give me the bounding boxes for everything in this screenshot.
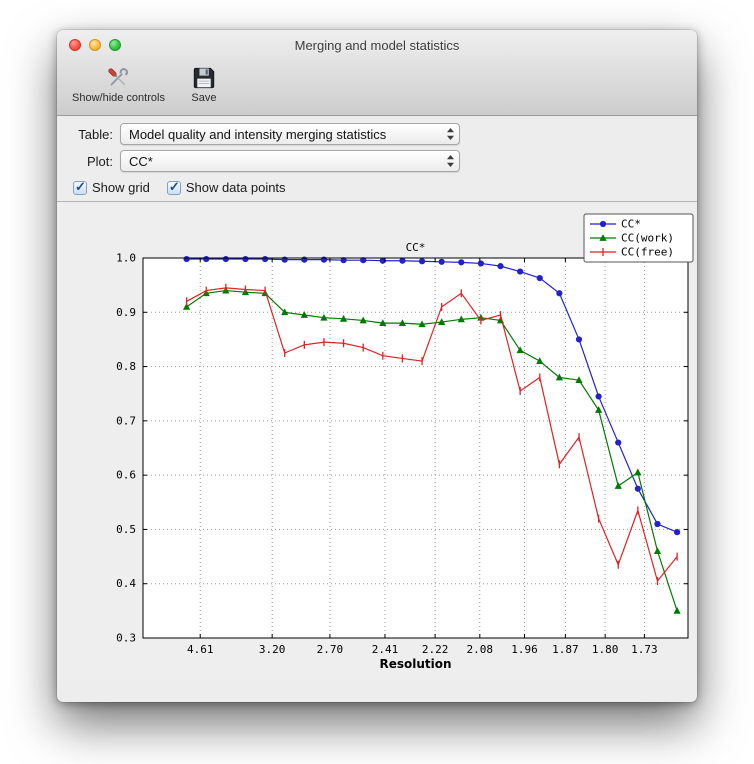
toolbar: Show/hide controls Save xyxy=(57,60,697,115)
chart-legend xyxy=(583,213,694,263)
plot-row: Plot: CC* xyxy=(65,150,697,172)
chart: 4.61 3.20 2.70 2.41 2.22 2.08 1.96 1.87 1.80 1.73… xyxy=(116,213,694,671)
titlebar: Merging and model statistics xyxy=(57,30,697,60)
y-tick-label: 0.6 xyxy=(116,469,136,482)
controls-panel: Table: Model quality and intensity mergi… xyxy=(57,116,697,201)
show-data-points-checkbox[interactable]: Show data points xyxy=(166,179,286,195)
window: Merging and model statistics Show/hide c… xyxy=(57,30,697,702)
y-tick-label: 0.4 xyxy=(116,577,136,590)
chart-area: 4.61 3.20 2.70 2.41 2.22 2.08 1.96 1.87 1.80 1.73… xyxy=(57,202,697,680)
x-tick-label: 2.41 xyxy=(372,643,399,656)
minimize-button[interactable] xyxy=(89,39,101,51)
popup-updown-arrows-icon xyxy=(446,154,455,168)
y-tick-label: 0.9 xyxy=(116,306,136,319)
close-button[interactable] xyxy=(69,39,81,51)
x-tick-label: 1.87 xyxy=(552,643,579,656)
table-dropdown[interactable]: Model quality and intensity merging stat… xyxy=(120,123,460,145)
plot-dropdown[interactable]: CC* xyxy=(120,150,460,172)
save-icon xyxy=(193,67,215,89)
checkbox-checked-icon xyxy=(73,179,87,195)
toolbar-item-label: Save xyxy=(191,92,217,104)
chart-xlabel: Resolution xyxy=(379,657,451,671)
save-button[interactable]: Save xyxy=(186,63,222,106)
chart-title: CC* xyxy=(406,241,426,254)
window-chrome: Merging and model statistics Show/hide c… xyxy=(57,30,697,116)
x-tick-label: 2.22 xyxy=(422,643,449,656)
checkbox-checked-icon xyxy=(166,179,181,195)
axes-frame xyxy=(142,257,689,639)
popup-updown-arrows-icon xyxy=(446,127,455,141)
window-title: Merging and model statistics xyxy=(294,37,460,53)
axis-ticks xyxy=(143,257,688,639)
show-data-points-label: Show data points xyxy=(185,180,286,195)
zoom-button[interactable] xyxy=(109,39,121,51)
traffic-lights xyxy=(69,39,121,51)
plot-label: Plot: xyxy=(86,153,113,169)
series-CC(free) xyxy=(185,283,678,585)
checkbox-row: Show grid Show data points xyxy=(65,179,697,195)
show-grid-label: Show grid xyxy=(92,180,150,195)
x-tick-label: 3.20 xyxy=(259,643,286,656)
legend-label: CC(free) xyxy=(621,246,674,259)
legend-label: CC* xyxy=(621,218,641,231)
tools-icon xyxy=(108,68,129,86)
y-tick-label: 0.8 xyxy=(116,360,136,373)
x-tick-label: 4.61 xyxy=(187,643,214,656)
show-grid-checkbox[interactable]: Show grid xyxy=(73,179,150,195)
table-dropdown-value: Model quality and intensity merging stat… xyxy=(129,126,387,142)
legend-label: CC(work) xyxy=(621,232,674,245)
plot-background xyxy=(143,258,688,638)
x-tick-label: 1.80 xyxy=(592,643,619,656)
plot-dropdown-value: CC* xyxy=(129,153,153,169)
y-tick-label: 0.5 xyxy=(116,523,136,536)
y-tick-label: 1.0 xyxy=(116,252,136,265)
toolbar-item-label: Show/hide controls xyxy=(72,92,165,104)
y-tick-label: 0.3 xyxy=(116,632,136,645)
x-tick-label: 1.73 xyxy=(631,643,658,656)
controls-chart-divider xyxy=(57,201,697,202)
x-tick-label: 2.70 xyxy=(317,643,344,656)
x-tick-label: 2.08 xyxy=(467,643,494,656)
x-tick-label: 1.96 xyxy=(511,643,538,656)
show-hide-controls-button[interactable]: Show/hide controls xyxy=(67,63,170,106)
y-tick-label: 0.7 xyxy=(116,414,136,427)
table-label: Table: xyxy=(78,126,113,142)
table-row: Table: Model quality and intensity mergi… xyxy=(65,123,697,145)
